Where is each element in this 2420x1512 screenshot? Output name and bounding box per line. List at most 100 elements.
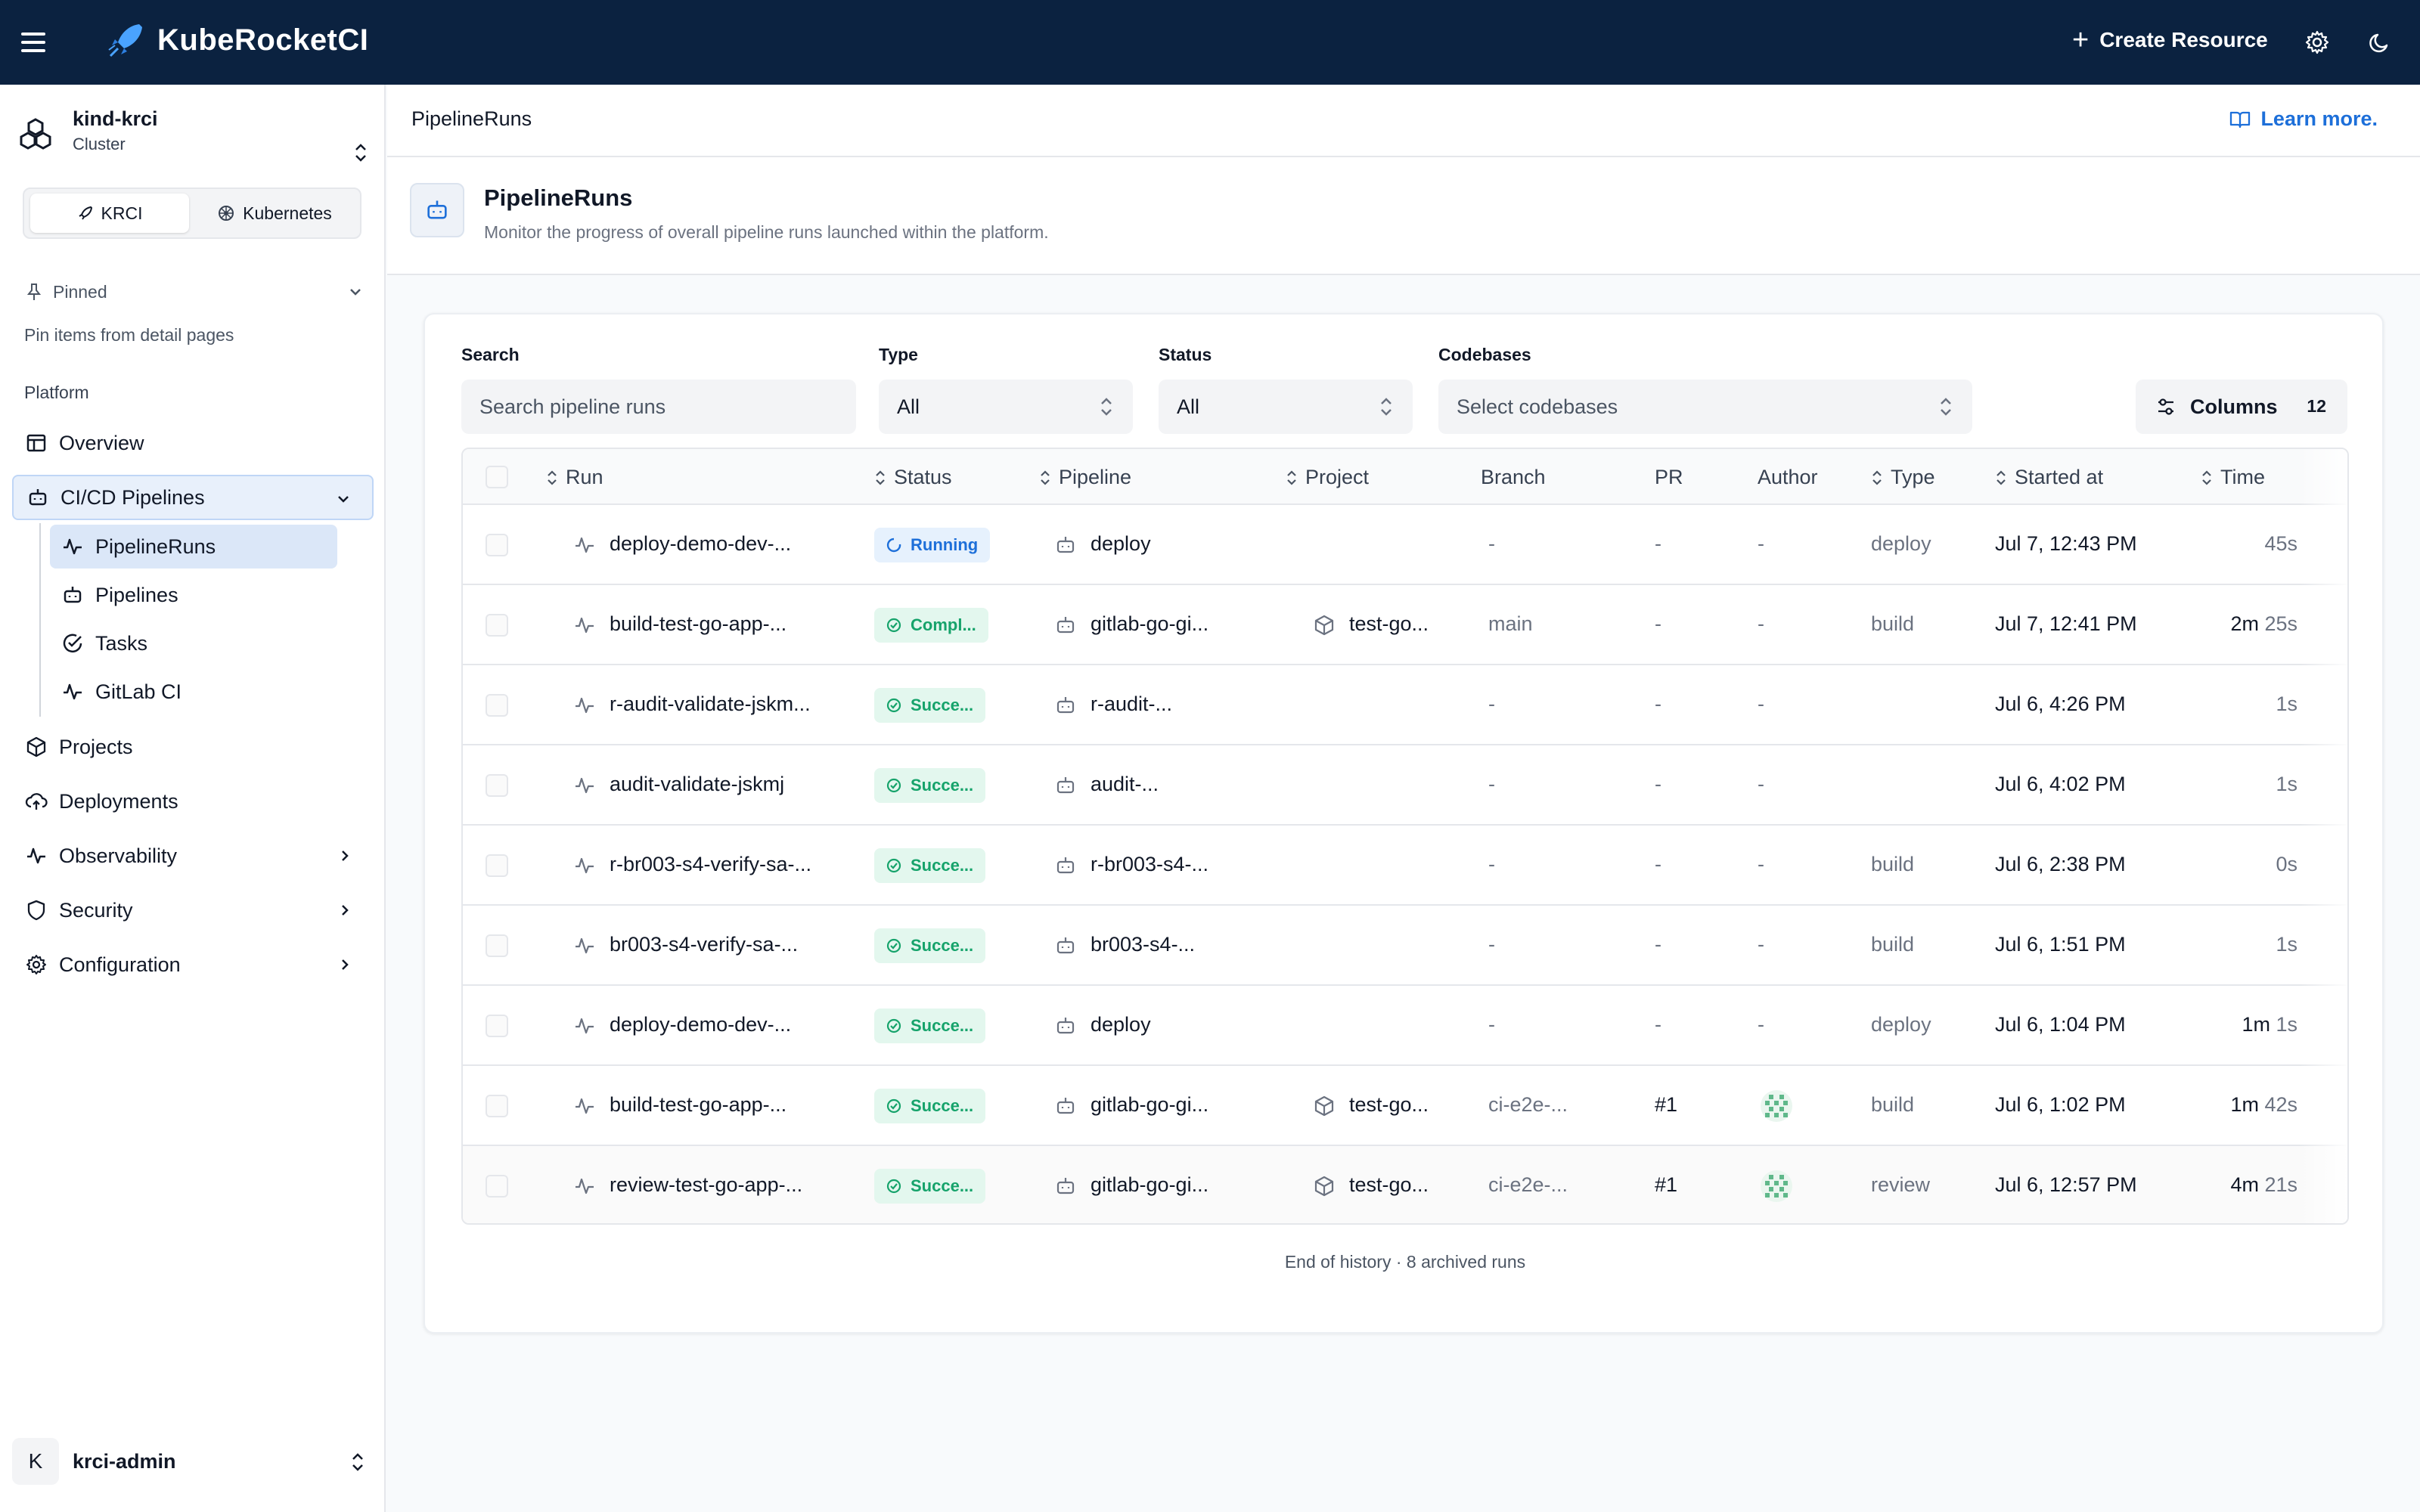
sidebar-item-tasks[interactable]: Tasks — [50, 621, 337, 665]
row-checkbox[interactable] — [486, 1015, 508, 1037]
sidebar-item-label: Deployments — [59, 789, 178, 813]
row-checkbox[interactable] — [486, 614, 508, 637]
type-select-value: All — [897, 395, 920, 418]
sidebar-item-projects[interactable]: Projects — [12, 724, 374, 770]
row-checkbox[interactable] — [486, 774, 508, 797]
started-at-cell: Jul 6, 1:51 PM — [1995, 933, 2126, 956]
duration-seconds: 0s — [2276, 853, 2297, 875]
type-cell: deploy — [1871, 532, 1931, 555]
table-row[interactable]: deploy-demo-dev-... Succe... deploy - - - depl… — [463, 986, 2347, 1066]
duration-seconds: 42s — [2264, 1093, 2297, 1116]
row-checkbox[interactable] — [486, 534, 508, 556]
run-name-link[interactable]: build-test-go-app-... — [610, 1093, 787, 1116]
pipeline-link[interactable]: gitlab-go-gi... — [1091, 1173, 1209, 1196]
sidebar-item-gitlab-ci[interactable]: GitLab CI — [50, 670, 337, 714]
moon-icon[interactable] — [2367, 29, 2394, 56]
plus-icon: + — [2072, 24, 2090, 56]
project-link[interactable]: test-go... — [1349, 612, 1429, 635]
table-row[interactable]: deploy-demo-dev-... Running deploy - - - deplo… — [463, 505, 2347, 585]
codebases-select[interactable]: Select codebases — [1438, 380, 1972, 434]
pipeline-link[interactable]: r-br003-s4-... — [1091, 853, 1209, 875]
sidebar-item-observability[interactable]: Observability — [12, 833, 374, 878]
row-checkbox[interactable] — [486, 854, 508, 877]
status-badge: Succe... — [874, 688, 986, 723]
run-name-link[interactable]: audit-validate-jskmj — [610, 773, 785, 795]
gear-icon[interactable] — [2304, 29, 2331, 56]
table-row[interactable]: audit-validate-jskmj Succe... audit-... - - -… — [463, 745, 2347, 826]
sidebar-item-overview[interactable]: Overview — [12, 420, 374, 466]
learn-more-link[interactable]: Learn more. — [2229, 107, 2378, 131]
duration-seconds: 1s — [2276, 933, 2297, 956]
cluster-switcher[interactable]: kind-krci Cluster — [17, 107, 372, 162]
table-row[interactable]: review-test-go-app-... Succe... gitlab-go-… — [463, 1146, 2347, 1223]
pipeline-link[interactable]: deploy — [1091, 532, 1151, 555]
sidebar-item-configuration[interactable]: Configuration — [12, 942, 374, 987]
table-row[interactable]: br003-s4-verify-sa-... Succe... br003-s4-.… — [463, 906, 2347, 986]
history-footer-note: End of history · 8 archived runs — [1284, 1252, 1526, 1272]
run-name-link[interactable]: r-audit-validate-jskm... — [610, 692, 811, 715]
column-header-run[interactable]: Run — [546, 466, 603, 489]
type-cell: build — [1871, 853, 1915, 875]
column-header-pipeline[interactable]: Pipeline — [1039, 466, 1131, 489]
duration-cell: 1m 1s — [2242, 1013, 2297, 1036]
sort-icon — [2202, 469, 2211, 485]
status-select[interactable]: All — [1159, 380, 1413, 434]
duration-seconds: 25s — [2264, 612, 2297, 635]
column-header-status[interactable]: Status — [874, 466, 952, 489]
row-checkbox[interactable] — [486, 1095, 508, 1117]
menu-icon[interactable] — [21, 27, 51, 57]
columns-button[interactable]: Columns 12 — [2136, 380, 2347, 434]
pipeline-link[interactable]: gitlab-go-gi... — [1091, 1093, 1209, 1116]
project-link[interactable]: test-go... — [1349, 1093, 1429, 1116]
run-name-link[interactable]: br003-s4-verify-sa-... — [610, 933, 799, 956]
table-row[interactable]: build-test-go-app-... Compl... gitlab-go-g… — [463, 585, 2347, 665]
user-menu[interactable]: K krci-admin — [12, 1436, 374, 1486]
run-name-link[interactable]: r-br003-s4-verify-sa-... — [610, 853, 812, 875]
sidebar-item-pipelineruns[interactable]: PipelineRuns — [50, 525, 337, 569]
column-header-type[interactable]: Type — [1871, 466, 1935, 489]
search-input[interactable]: Search pipeline runs — [461, 380, 856, 434]
pinned-hint: Pin items from detail pages — [24, 325, 234, 345]
learn-more-label: Learn more. — [2260, 107, 2378, 130]
table-row[interactable]: r-audit-validate-jskm... Succe... r-audit-… — [463, 665, 2347, 745]
box-icon — [1314, 1176, 1334, 1197]
create-resource-label: Create Resource — [2099, 28, 2268, 51]
type-select[interactable]: All — [879, 380, 1133, 434]
pinned-section-toggle[interactable]: Pinned — [24, 277, 365, 307]
pipeline-link[interactable]: deploy — [1091, 1013, 1151, 1036]
pipeline-link[interactable]: audit-... — [1091, 773, 1159, 795]
pipeline-link[interactable]: gitlab-go-gi... — [1091, 612, 1209, 635]
create-resource-button[interactable]: + Create Resource — [2072, 26, 2268, 54]
run-name-link[interactable]: review-test-go-app-... — [610, 1173, 803, 1196]
mode-krci-button[interactable]: KRCI — [30, 194, 189, 233]
column-header-time[interactable]: Time — [2201, 466, 2265, 489]
run-name-link[interactable]: build-test-go-app-... — [610, 612, 787, 635]
pr-cell[interactable]: #1 — [1655, 1173, 1678, 1196]
table-row[interactable]: r-br003-s4-verify-sa-... Succe... r-br003-… — [463, 826, 2347, 906]
project-link[interactable]: test-go... — [1349, 1173, 1429, 1196]
row-checkbox[interactable] — [486, 694, 508, 717]
mode-kubernetes-button[interactable]: Kubernetes — [195, 194, 354, 233]
started-at-cell: Jul 6, 1:02 PM — [1995, 1093, 2126, 1116]
chevron-updown-icon — [1381, 398, 1392, 416]
sidebar-item-pipelines[interactable]: Pipelines — [50, 573, 337, 617]
run-name-link[interactable]: deploy-demo-dev-... — [610, 1013, 792, 1036]
row-checkbox[interactable] — [486, 1175, 508, 1198]
pipeline-link[interactable]: r-audit-... — [1091, 692, 1173, 715]
pr-cell[interactable]: #1 — [1655, 1093, 1678, 1116]
run-name-link[interactable]: deploy-demo-dev-... — [610, 532, 792, 555]
column-header-started-at[interactable]: Started at — [1995, 466, 2103, 489]
duration-cell: 2m 25s — [2230, 612, 2297, 636]
bot-icon — [64, 587, 82, 603]
row-checkbox[interactable] — [486, 934, 508, 957]
gear-icon — [26, 955, 46, 974]
sidebar-item-cicd-pipelines[interactable]: CI/CD Pipelines — [12, 475, 374, 520]
table-row[interactable]: build-test-go-app-... Succe... gitlab-go-g… — [463, 1066, 2347, 1146]
select-all-checkbox[interactable] — [486, 466, 508, 488]
sidebar-item-deployments[interactable]: Deployments — [12, 779, 374, 824]
app-logo[interactable]: KubeRocketCI — [106, 20, 368, 60]
column-header-project[interactable]: Project — [1286, 466, 1369, 489]
status-badge: Succe... — [874, 768, 986, 803]
sidebar-item-security[interactable]: Security — [12, 888, 374, 933]
pipeline-link[interactable]: br003-s4-... — [1091, 933, 1196, 956]
